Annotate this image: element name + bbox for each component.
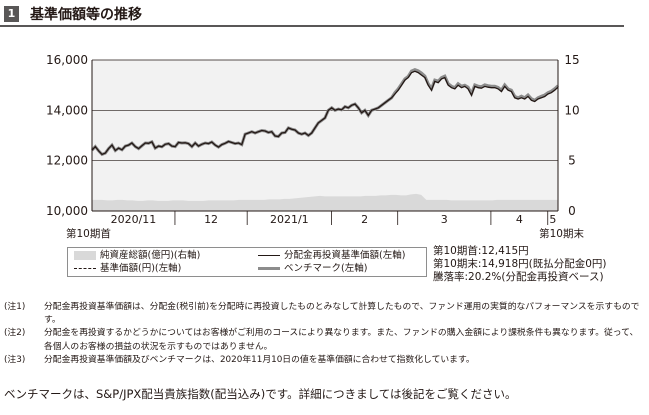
x-tick-label: 3	[441, 213, 448, 226]
y-tick-label-left: 12,000	[46, 154, 88, 168]
footnote-text: 分配金を再投資するかどうかについてはお客様がご利用のコースにより異なります。また…	[44, 328, 639, 352]
net-assets-area	[92, 193, 558, 211]
legend-swatch-solid	[258, 255, 280, 256]
x-tick-label: 12	[204, 213, 218, 226]
period-start-value: 第10期首:12,415円	[433, 245, 529, 257]
y-tick-label-left: 10,000	[46, 204, 88, 218]
y-tick-label-left: 14,000	[46, 103, 88, 117]
footnote-text: 分配金再投資基準価額及びベンチマークは、2020年11月10日の値を基準価額に合…	[44, 354, 475, 365]
legend-swatch-dashed	[74, 268, 96, 269]
legend-swatch-area	[74, 251, 96, 260]
legend-item-nav: 基準価額(円)(左軸)	[74, 263, 181, 275]
section-header: 1 基準価額等の推移	[0, 0, 649, 27]
chart-legend: 純資産総額(億円)(右軸) 分配金再投資基準価額(左軸) 基準価額(円)(左軸)…	[67, 247, 427, 277]
legend-label: 分配金再投資基準価額(左軸)	[284, 250, 406, 261]
x-tick-label: 5	[549, 213, 556, 226]
benchmark-note: ベンチマークは、S&P/JPX配当貴族指数(配当込み)です。詳細につきましては後…	[4, 387, 517, 401]
y-tick-label-right: 15	[564, 53, 579, 67]
return-rate: 騰落率:20.2%(分配金再投資ベース)	[433, 271, 604, 283]
x-tick-label: 2020/11	[111, 213, 157, 226]
legend-label: 基準価額(円)(左軸)	[100, 263, 182, 274]
legend-item-benchmark: ベンチマーク(左軸)	[258, 263, 367, 275]
x-tick-label: 4	[516, 213, 523, 226]
legend-label: ベンチマーク(左軸)	[284, 263, 368, 274]
x-tick-label: 2021/1	[270, 213, 309, 226]
period-end-label: 第10期末	[539, 227, 584, 240]
period-start-label: 第10期首	[66, 227, 111, 240]
footnote-mark: (注2)	[4, 328, 26, 339]
period-end-value: 第10期末:14,918円(既払分配金0円)	[433, 258, 607, 270]
legend-item-net-assets: 純資産総額(億円)(右軸)	[74, 250, 200, 262]
y-tick-label-right: 10	[564, 103, 579, 117]
footnotes: (注1) 分配金再投資基準価額は、分配金(税引前)を分配時に再投資したものとみな…	[4, 301, 644, 367]
y-tick-label-left: 16,000	[46, 53, 88, 67]
reinvested-nav-line	[91, 70, 559, 156]
performance-summary: 第10期首:12,415円 第10期末:14,918円(既払分配金0円) 騰落率…	[433, 245, 607, 284]
section-title: 基準価額等の推移	[30, 7, 142, 23]
footnote-3: (注3) 分配金再投資基準価額及びベンチマークは、2020年11月10日の値を基…	[4, 354, 644, 367]
legend-label: 純資産総額(億円)(右軸)	[100, 250, 201, 261]
footnote-text: 分配金再投資基準価額は、分配金(税引前)を分配時に再投資したものとみなして計算し…	[44, 302, 640, 326]
x-tick-label: 2	[361, 213, 368, 226]
legend-swatch-gray	[258, 267, 280, 270]
footnote-mark: (注1)	[4, 302, 26, 312]
footnote-2: (注2) 分配金を再投資するかどうかについてはお客様がご利用のコースにより異なり…	[4, 327, 644, 353]
plot-background	[92, 60, 558, 211]
footnote-mark: (注3)	[4, 354, 26, 365]
section-number: 1	[4, 6, 19, 22]
y-tick-label-right: 0	[568, 204, 576, 218]
section-divider	[0, 25, 624, 27]
y-tick-label-right: 5	[568, 154, 576, 168]
legend-item-reinvested-nav: 分配金再投資基準価額(左軸)	[258, 250, 405, 262]
footnote-1: (注1) 分配金再投資基準価額は、分配金(税引前)を分配時に再投資したものとみな…	[4, 301, 644, 327]
